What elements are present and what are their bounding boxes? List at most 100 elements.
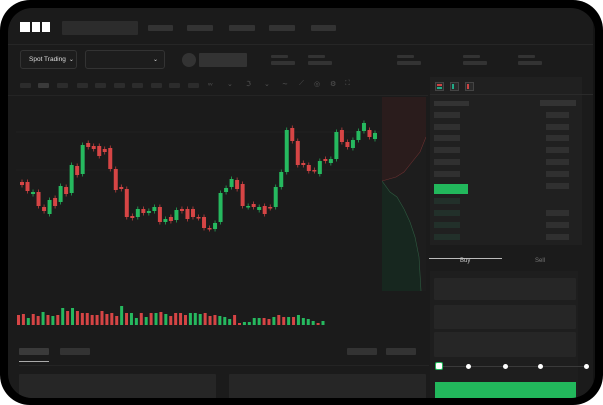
volume-bar	[223, 317, 227, 325]
market-type-label: Spot Trading	[29, 56, 66, 63]
total-input[interactable]	[434, 332, 576, 357]
candle	[75, 166, 80, 175]
coin-avatar	[182, 53, 196, 67]
candle	[47, 200, 52, 214]
active-tab-underline	[19, 361, 49, 362]
candle	[229, 179, 234, 187]
candle	[202, 217, 207, 228]
orderbook-asks-icon[interactable]	[465, 82, 474, 91]
interval-button[interactable]	[132, 83, 143, 88]
candle	[295, 141, 300, 165]
candle	[251, 204, 256, 207]
candle	[268, 207, 273, 209]
ask-amount	[546, 124, 569, 130]
stat-value	[397, 61, 421, 65]
candle	[345, 142, 350, 147]
amount-slider[interactable]	[440, 366, 588, 367]
volume-bar	[321, 321, 325, 325]
line-tool-icon[interactable]: ℑ	[246, 81, 251, 88]
okx-logo	[20, 22, 50, 32]
candle	[273, 187, 278, 207]
interval-button[interactable]	[38, 83, 49, 88]
interval-button[interactable]	[20, 83, 31, 88]
candle-interval-icon[interactable]: ᵥᵥ	[208, 80, 213, 87]
slider-step-100[interactable]	[584, 364, 589, 369]
nav-item[interactable]	[187, 25, 213, 31]
candle	[25, 182, 30, 191]
interval-button[interactable]	[188, 83, 199, 88]
last-price	[434, 184, 468, 194]
fullscreen-icon[interactable]: ⛶	[345, 80, 350, 87]
nav-item[interactable]	[269, 25, 295, 31]
bid-price	[434, 198, 460, 204]
candle	[207, 228, 212, 230]
stat-label	[397, 55, 414, 58]
candle	[339, 130, 344, 142]
candle	[218, 193, 223, 222]
chevron-down-icon: ⌄	[152, 57, 158, 63]
search-input[interactable]	[62, 21, 138, 35]
slider-step-75[interactable]	[538, 364, 543, 369]
stat-label	[271, 55, 288, 58]
nav-item[interactable]	[148, 25, 173, 31]
nav-item[interactable]	[311, 25, 336, 31]
slider-step-50[interactable]	[503, 364, 508, 369]
interval-button[interactable]	[114, 83, 125, 88]
fullscreen-icon[interactable]: ⚙	[330, 81, 337, 88]
tab-open-orders[interactable]	[19, 348, 49, 355]
ask-amount	[546, 147, 569, 153]
candlestick-chart[interactable]	[8, 8, 595, 348]
indicator-icon[interactable]: ⌄	[227, 81, 233, 88]
filter-button[interactable]	[386, 348, 416, 355]
tab-sell[interactable]: Sell	[535, 258, 546, 264]
nav-item[interactable]	[229, 25, 255, 31]
slider-handle[interactable]	[435, 362, 443, 370]
app-screen: Spot Trading ⌄ ⌄ ᵥᵥ ⌄ ℑ ⌄ ∼ ⟋ ◎ ⚙ ⛶ Buy Sell	[8, 8, 595, 398]
tab-order-history[interactable]	[60, 348, 90, 355]
interval-button[interactable]	[95, 83, 106, 88]
fullscreen-icon[interactable]: ◎	[314, 81, 321, 88]
volume-bar	[193, 313, 197, 325]
volume-bar	[154, 313, 158, 325]
volume-bar	[247, 322, 251, 325]
orderbook-bids-icon[interactable]	[450, 82, 459, 91]
filter-button[interactable]	[347, 348, 377, 355]
candle	[235, 180, 240, 189]
tab-buy[interactable]: Buy	[460, 258, 471, 264]
volume-bar	[56, 315, 60, 325]
slider-step-25[interactable]	[466, 364, 471, 369]
market-type-dropdown[interactable]: Spot Trading ⌄	[20, 50, 77, 69]
ask-amount	[546, 183, 569, 189]
interval-button[interactable]	[169, 83, 180, 88]
price-input[interactable]	[434, 278, 576, 300]
volume-bar	[71, 308, 75, 325]
volume-bar	[179, 313, 183, 325]
orderbook-both-icon[interactable]	[435, 82, 444, 91]
interval-button[interactable]	[77, 83, 88, 88]
amount-input[interactable]	[434, 305, 576, 329]
candle	[262, 206, 267, 214]
volume-bar	[61, 308, 65, 325]
ask-amount	[546, 171, 569, 177]
candle	[108, 148, 113, 169]
candle	[213, 223, 218, 229]
ask-price	[434, 171, 460, 177]
bid-amount	[546, 222, 569, 228]
settings-icon[interactable]: ⟋	[299, 80, 304, 87]
volume-bar	[17, 315, 20, 325]
candle	[152, 207, 157, 211]
bid-amount	[546, 234, 569, 240]
scrollbar-track[interactable]	[593, 8, 595, 398]
camera-icon[interactable]: ∼	[282, 81, 288, 88]
candle	[367, 130, 372, 137]
candle	[240, 184, 245, 206]
orderbook-header-price	[434, 101, 469, 106]
buy-button[interactable]	[435, 382, 576, 398]
interval-button[interactable]	[57, 83, 68, 88]
volume-bar	[120, 306, 124, 325]
volume-bar	[208, 316, 212, 325]
pair-dropdown[interactable]: ⌄	[85, 50, 165, 69]
interval-button[interactable]	[151, 83, 162, 88]
ruler-icon[interactable]: ⌄	[264, 81, 270, 88]
bid-price	[434, 234, 460, 240]
